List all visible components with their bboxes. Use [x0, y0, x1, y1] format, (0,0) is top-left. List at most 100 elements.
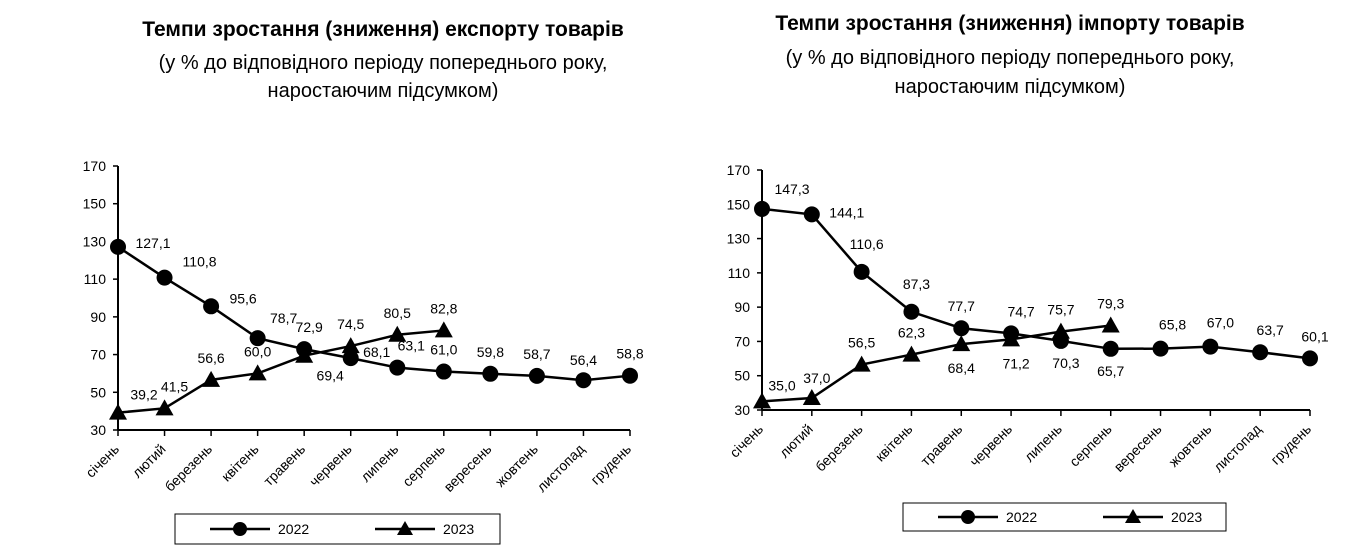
- point-2023: [1002, 330, 1021, 347]
- point-2022: [528, 367, 545, 384]
- legend-label: 2022: [278, 521, 309, 537]
- x-tick-label: лютий: [129, 441, 169, 481]
- data-label-2022: 110,6: [850, 236, 884, 252]
- x-tick-label: січень: [82, 441, 122, 481]
- point-2022: [903, 303, 920, 320]
- point-2023: [202, 370, 221, 387]
- y-tick-label: 110: [84, 271, 107, 287]
- x-tick-label: липень: [1021, 421, 1065, 465]
- point-2022: [249, 330, 266, 347]
- x-tick-label: березень: [161, 441, 215, 495]
- data-label-2023: 75,7: [1047, 302, 1074, 318]
- chart-subtitle: (у % до відповідного періоду попередньог…: [159, 52, 608, 74]
- x-tick-label: червень: [306, 441, 355, 490]
- point-2023: [852, 355, 871, 372]
- data-label-2022: 74,7: [1007, 303, 1034, 319]
- series-line-2023: [761, 324, 1111, 403]
- point-2022: [110, 238, 126, 255]
- data-label-2022: 127,1: [135, 235, 170, 251]
- data-label-2023: 68,4: [948, 360, 975, 376]
- point-2022: [1202, 338, 1219, 355]
- data-label-2023: 37,0: [803, 370, 830, 386]
- point-2023: [802, 389, 821, 405]
- legend: 2022 2023: [902, 502, 1227, 532]
- x-tick-label: листопад: [1210, 421, 1264, 475]
- point-2022: [435, 363, 452, 380]
- chart-subtitle: наростаючим підсумком): [895, 76, 1126, 98]
- point-2022: [1102, 340, 1119, 357]
- x-tick-label: травень: [260, 441, 308, 489]
- data-label-2023: 74,5: [337, 316, 364, 332]
- point-2022: [953, 320, 970, 337]
- x-tick-label: січень: [726, 421, 766, 461]
- chart-title: Темпи зростання (зниження) експорту това…: [142, 18, 624, 41]
- legend-label: 2022: [1006, 509, 1037, 525]
- point-2023: [1051, 322, 1070, 339]
- point-2023: [952, 335, 971, 352]
- point-2023: [1101, 316, 1120, 333]
- data-label-2023: 56,6: [197, 350, 224, 366]
- import-chart: Темпи зростання (зниження) імпорту товар…: [726, 12, 1329, 532]
- x-tick-label: листопад: [533, 441, 587, 495]
- y-tick-label: 30: [90, 422, 106, 438]
- series-line-2023: [117, 329, 444, 414]
- data-label-2023: 39,2: [130, 387, 157, 403]
- y-tick-label: 130: [83, 233, 107, 249]
- x-tick-label: вересень: [440, 441, 494, 495]
- y-tick-label: 70: [734, 333, 750, 349]
- legend-triangle-icon: [1125, 509, 1141, 523]
- y-tick-label: 90: [90, 309, 106, 325]
- point-2022: [853, 263, 870, 280]
- y-tick-label: 170: [83, 158, 107, 174]
- data-label-2023: 80,5: [384, 305, 411, 321]
- legend-triangle-icon: [397, 521, 413, 535]
- series-line-2022: [761, 207, 1311, 360]
- y-tick-label: 50: [90, 384, 106, 400]
- y-tick-label: 30: [734, 402, 750, 418]
- x-tick-label: жовтень: [1165, 421, 1214, 470]
- data-label-2022: 67,0: [1207, 315, 1234, 331]
- data-label-2022: 68,1: [363, 344, 390, 360]
- point-2022: [482, 365, 499, 382]
- x-tick-label: серпень: [1066, 421, 1115, 470]
- x-tick-label: червень: [966, 421, 1015, 470]
- point-2023: [388, 325, 407, 342]
- data-label-2023: 71,2: [1002, 355, 1029, 371]
- point-2022: [622, 367, 638, 384]
- data-label-2022: 95,6: [229, 290, 256, 306]
- point-2022: [156, 269, 173, 286]
- chart-title: Темпи зростання (зниження) імпорту товар…: [775, 12, 1244, 35]
- x-tick-label: грудень: [1267, 421, 1314, 468]
- point-2023: [902, 345, 921, 362]
- x-tick-label: вересень: [1111, 421, 1165, 475]
- data-label-2022: 65,8: [1159, 317, 1186, 333]
- x-tick-label: травень: [917, 421, 965, 469]
- data-label-2023: 60,0: [244, 343, 271, 359]
- data-label-2022: 77,7: [948, 298, 975, 314]
- y-tick-label: 90: [734, 299, 750, 315]
- data-label-2022: 70,3: [1052, 355, 1079, 371]
- x-tick-label: лютий: [776, 421, 816, 461]
- data-label-2022: 87,3: [903, 276, 930, 292]
- data-label-2023: 79,3: [1097, 295, 1124, 311]
- y-tick-label: 150: [727, 196, 751, 212]
- x-tick-label: грудень: [587, 441, 634, 488]
- data-label-2023: 69,4: [317, 368, 344, 384]
- y-tick-label: 110: [728, 265, 751, 281]
- point-2022: [1302, 350, 1318, 367]
- data-label-2022: 147,3: [774, 181, 809, 197]
- point-2022: [1252, 344, 1269, 361]
- chart-subtitle: (у % до відповідного періоду попередньог…: [786, 47, 1235, 69]
- legend: 2022 2023: [174, 513, 501, 545]
- point-2023: [753, 392, 771, 409]
- x-tick-label: квітень: [872, 421, 916, 465]
- data-label-2023: 82,8: [430, 300, 457, 316]
- y-tick-label: 150: [83, 196, 107, 212]
- data-label-2022: 58,7: [523, 346, 550, 362]
- data-label-2023: 56,5: [848, 335, 875, 351]
- data-label-2022: 56,4: [570, 352, 597, 368]
- y-tick-label: 130: [727, 231, 751, 247]
- legend-label: 2023: [1171, 509, 1202, 525]
- point-2022: [575, 372, 592, 389]
